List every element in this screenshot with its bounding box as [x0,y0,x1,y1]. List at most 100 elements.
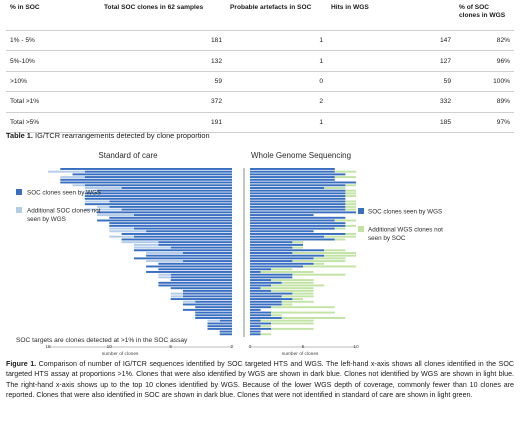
figure-note: SOC targets are clones detected at >1% i… [16,337,188,344]
bar [84,176,232,179]
bar [250,311,272,314]
table-cell: 82% [455,30,514,52]
table-row: 5%-10% 132 1 127 96% [6,50,514,72]
table-cell: 97% [455,112,514,133]
bar [219,330,232,333]
bar [345,233,356,235]
bar [170,246,232,249]
bar [250,200,346,203]
bar [303,265,356,268]
bar [250,327,272,330]
table-cell: 185 [327,112,455,133]
table-cell: 191 [100,112,226,133]
bar [250,205,346,208]
bar [250,219,335,222]
bar [271,289,314,292]
bar [133,235,232,238]
bar [250,197,346,200]
bar [250,292,293,295]
table-caption-text: IG/TCR rearrangements detected by clone … [32,131,210,140]
bar [109,222,232,225]
table-cell: 59 [100,71,226,93]
bar [250,192,346,195]
figure-caption-label: Figure 1. [6,360,37,368]
bar [292,273,346,276]
legend-label-soc-not-seen-1: Additional SOC clones not [27,208,101,215]
bar [97,211,232,214]
bar [345,200,356,203]
table-cell: 147 [327,30,455,52]
bar [170,276,232,279]
bar [250,303,282,306]
bar [60,181,232,184]
bar [345,208,356,211]
bar [271,279,314,282]
bar [84,184,232,187]
bar [250,254,325,257]
bar [195,311,232,314]
bar [250,178,335,181]
bar [250,273,293,276]
bar [158,284,232,287]
bar [250,289,272,292]
bar [72,173,232,176]
bar [271,306,335,309]
bar [250,243,303,246]
bar [84,195,232,198]
bar [121,241,159,244]
bar [84,170,232,173]
bar [250,279,272,282]
bar [182,289,232,292]
bar [121,187,232,189]
bar [250,298,293,301]
bar [250,246,293,249]
bar [182,252,232,254]
bar [260,271,314,273]
bar [250,173,346,176]
bar [170,279,232,282]
bar [292,241,303,244]
bar [250,314,272,317]
right-bars [250,168,356,336]
left-axis-label: number of clones [102,351,139,357]
bar [250,249,325,252]
left-axis-tick: 5 [169,344,172,350]
bar [250,208,346,211]
table-cell: 5%-10% [6,50,100,72]
table-cell: 1 [226,112,327,133]
right-axis-tick: 10 [353,344,359,350]
bar [260,333,272,336]
bar [158,241,232,244]
bar [109,227,134,230]
left-panel-title: Standard of care [98,151,158,160]
legend-swatch-soc-not-seen [16,207,22,213]
bar [60,178,232,181]
table-cell: 132 [100,50,226,72]
legend-swatch-wgs-additional [358,226,364,232]
bar [292,298,303,301]
bar [195,314,232,317]
bar [182,295,232,298]
bar [146,252,183,254]
bar [250,227,335,230]
bar [250,214,314,217]
bar [133,214,232,217]
bar [250,184,346,187]
left-axis-tick: 15 [45,344,51,350]
bar [250,222,346,225]
bar [207,327,232,330]
right-panel-title: Whole Genome Sequencing [251,151,351,160]
bar [260,287,314,290]
bar [158,262,232,265]
bar [250,295,282,298]
bar [250,203,346,206]
bar [334,219,356,222]
bar [84,200,110,203]
legend-label-soc-not-seen-2: seen by WGS [27,216,66,223]
bar [250,330,261,333]
table-cell: 127 [327,50,455,72]
bar [271,311,335,314]
bar [133,246,171,249]
bar [109,230,147,233]
bar [158,281,232,284]
